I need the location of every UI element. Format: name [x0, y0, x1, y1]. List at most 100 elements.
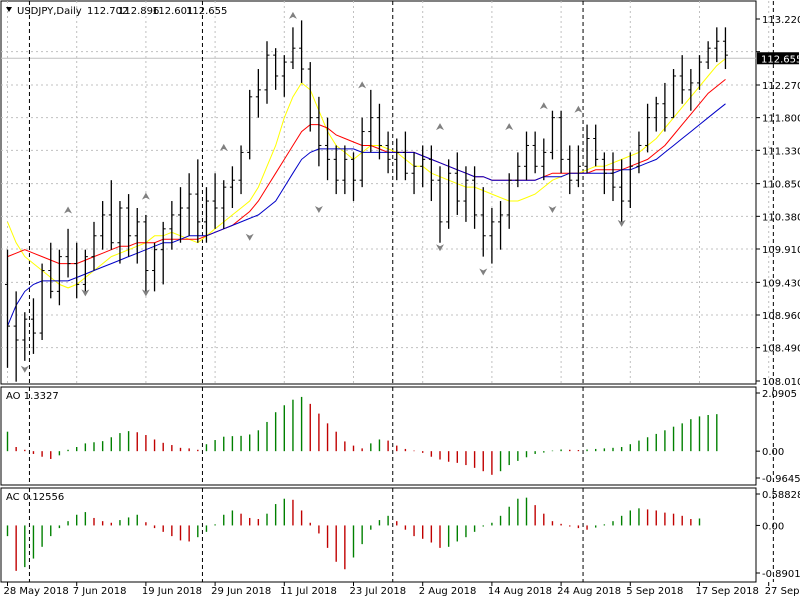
ohlc-bar	[489, 207, 495, 264]
ohlc-bar	[65, 228, 71, 278]
fractal-down-marker	[141, 289, 150, 297]
ohlc-bar	[255, 69, 261, 118]
time-tick-label: 23 Jul 2018	[350, 586, 407, 597]
oscillator-tick-label: -0.9645	[762, 474, 800, 485]
ohlc-bar	[636, 131, 642, 174]
price-tick-label: 109.430	[762, 278, 800, 289]
ohlc-bar	[645, 103, 651, 153]
ohlc-bar	[627, 152, 633, 208]
ohlc-bar	[56, 249, 62, 306]
price-tick-label: 108.960	[762, 311, 800, 322]
ohlc-bar	[437, 166, 443, 243]
ohlc-bar	[203, 187, 209, 243]
time-tick-label: 17 Sep 2018	[696, 586, 759, 597]
ohlc-bar	[480, 187, 486, 257]
ohlc-bar	[671, 69, 677, 119]
fractal-up-marker	[288, 11, 297, 19]
ohlc-bar	[316, 96, 322, 167]
ohlc-bar	[593, 124, 599, 167]
fractal-up-marker	[141, 192, 150, 200]
current-price-label: 112.655	[761, 54, 800, 65]
oscillator-tick-label: 0.00	[762, 521, 784, 532]
price-panel[interactable]: 113.220 112.270 111.800 111.330 110.850 110.3…	[0, 0, 800, 388]
fractal-markers	[20, 11, 626, 373]
high-price: 112.896	[118, 6, 159, 17]
fractal-up-marker	[358, 81, 367, 89]
triangle-down-icon[interactable]	[6, 7, 12, 12]
ohlc-bar	[290, 27, 296, 70]
ohlc-bars	[5, 20, 728, 382]
price-axis: 113.220 112.270 111.800 111.330 110.850 110.3…	[756, 15, 800, 388]
ohlc-bar	[5, 249, 10, 368]
ohlc-bar	[558, 110, 564, 174]
open-price: 112.702	[87, 6, 128, 17]
price-tick-label: 111.800	[762, 114, 800, 125]
ohlc-bar	[601, 152, 607, 195]
period-separators	[28, 1, 774, 384]
time-tick-label: 29 Jun 2018	[211, 586, 271, 597]
ohlc-bar	[195, 159, 201, 243]
ohlc-bar	[325, 117, 331, 181]
ohlc-bar	[722, 27, 728, 70]
ohlc-bar	[376, 103, 382, 160]
ac-panel-border	[0, 487, 757, 583]
ohlc-bar	[653, 96, 659, 132]
ohlc-bar	[575, 145, 581, 188]
fractal-up-marker	[64, 206, 73, 214]
ac-separators	[28, 488, 774, 582]
ohlc-bar	[281, 55, 287, 97]
ac-panel[interactable]: 0.58828 0.00 -0.89017 AC 0.12556	[0, 487, 800, 583]
price-tick-label: 112.270	[762, 81, 800, 92]
price-tick-label: 110.850	[762, 180, 800, 191]
ohlc-bar	[82, 249, 88, 292]
ao-panel-border	[0, 386, 757, 486]
ac-axis: 0.58828 0.00 -0.89017	[756, 490, 800, 580]
price-tick-label: 108.010	[762, 377, 800, 388]
ohlc-bar	[359, 117, 365, 188]
fractal-down-marker	[548, 205, 557, 213]
time-tick-label: 11 Jul 2018	[280, 586, 337, 597]
ohlc-bar	[100, 201, 106, 250]
ohlc-bar	[134, 207, 140, 264]
ohlc-bar	[619, 159, 625, 222]
ohlc-bar	[705, 41, 711, 70]
time-tick-label: 5 Sep 2018	[626, 586, 683, 597]
ohlc-bar	[91, 221, 97, 271]
time-tick-label: 2 Aug 2018	[419, 586, 477, 597]
ohlc-bar	[238, 145, 244, 195]
price-grid	[1, 1, 770, 384]
fractal-down-marker	[20, 365, 29, 373]
ao-label: AO 1.3327	[6, 391, 59, 402]
fractal-down-marker	[314, 205, 323, 213]
ohlc-bar	[446, 159, 452, 229]
oscillator-tick-label: 0.00	[762, 447, 784, 458]
ohlc-bar	[662, 82, 668, 132]
ohlc-bar	[549, 110, 555, 160]
ohlc-bar	[385, 131, 391, 174]
ma-mid-line	[7, 79, 726, 265]
ohlc-bar	[472, 166, 478, 229]
fractal-up-marker	[219, 143, 228, 151]
ohlc-bar	[74, 242, 80, 299]
fractal-up-marker	[505, 123, 514, 131]
fractal-up-marker	[539, 102, 548, 110]
fractal-up-marker	[436, 123, 444, 131]
ohlc-bar	[273, 48, 279, 90]
price-tick-label: 110.380	[762, 212, 800, 223]
ohlc-bar	[411, 152, 417, 195]
ohlc-bar	[394, 138, 400, 181]
ohlc-bar	[714, 27, 720, 63]
ohlc-bar	[463, 166, 469, 222]
chart-symbol: USDJPY,Daily	[17, 6, 82, 17]
ohlc-bar	[117, 201, 123, 264]
ohlc-bar	[515, 152, 521, 188]
ohlc-bar	[532, 131, 538, 174]
price-tick-label: 109.910	[762, 245, 800, 256]
time-tick-label: 19 Jun 2018	[142, 586, 202, 597]
ohlc-bar	[402, 131, 408, 181]
ohlc-bar	[498, 201, 504, 250]
ao-panel[interactable]: 2.0905 0.00 -0.9645 AO 1.3327	[0, 386, 800, 486]
ohlc-bar	[368, 89, 374, 153]
price-tick-label: 113.220	[762, 15, 800, 26]
